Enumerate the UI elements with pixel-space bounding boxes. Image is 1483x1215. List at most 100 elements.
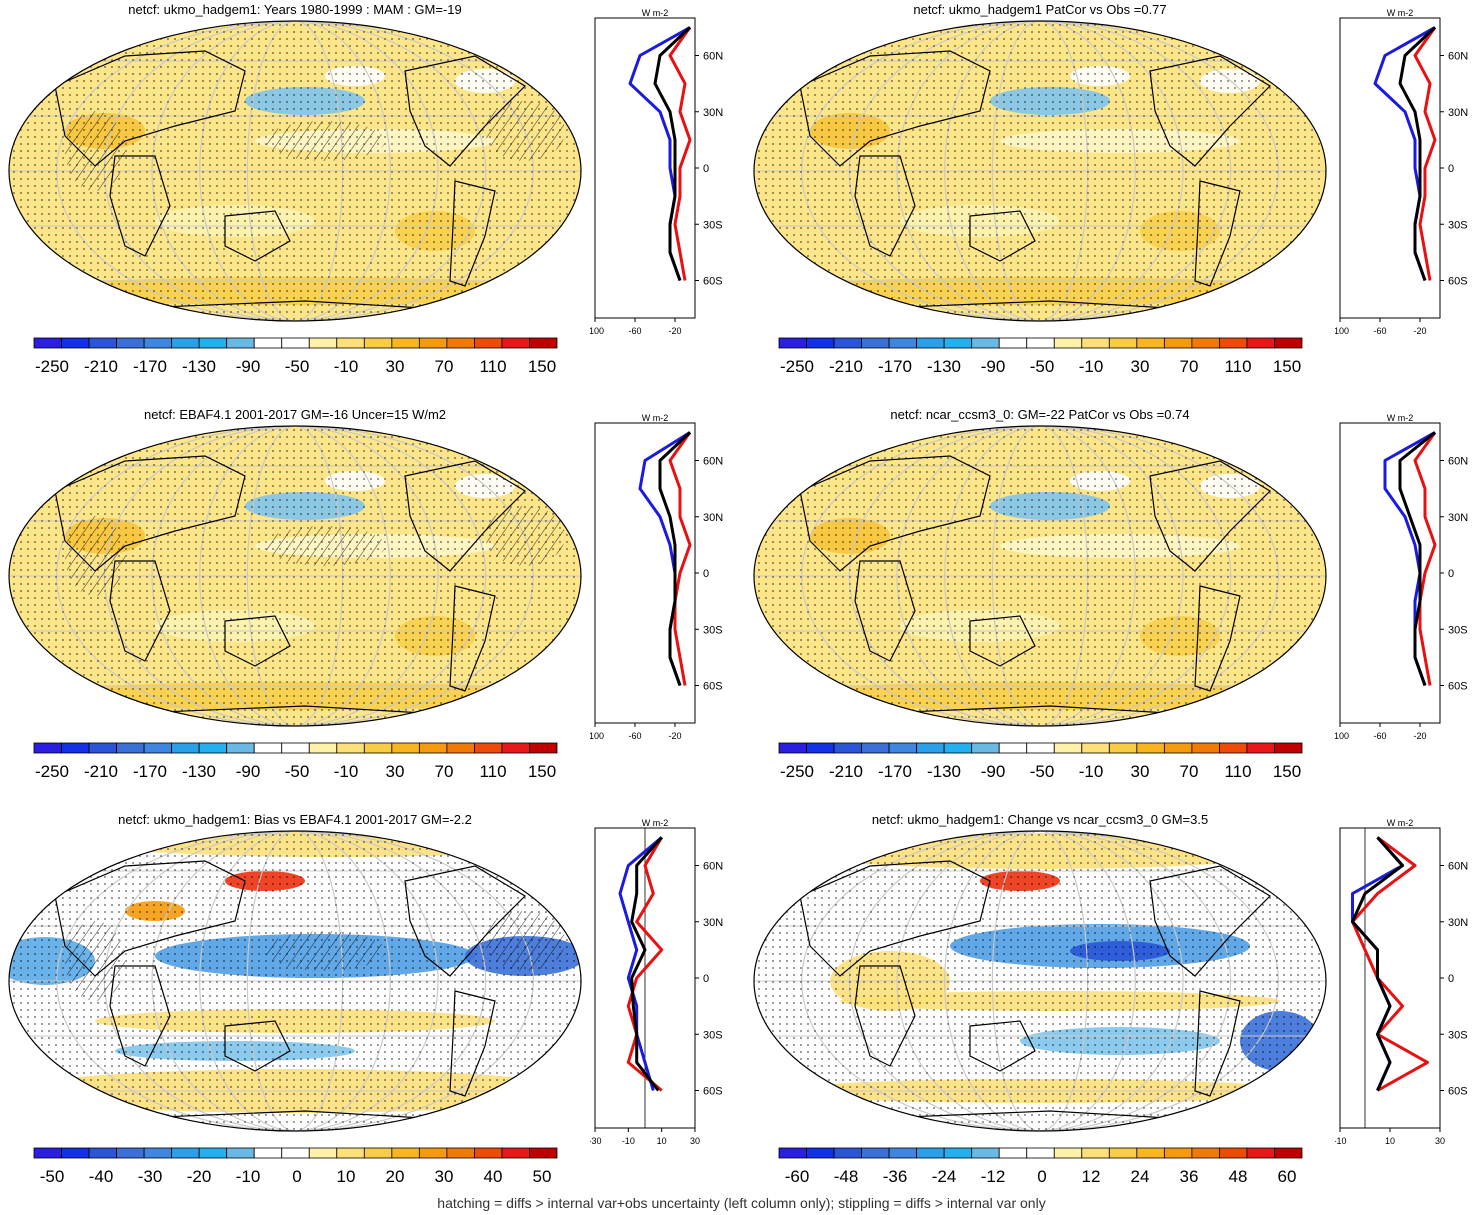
colorbar-swatch: [1246, 742, 1275, 754]
colorbar-swatch: [446, 1147, 475, 1159]
colorbar-label: -36: [882, 1167, 908, 1186]
colorbar-swatch: [116, 337, 145, 349]
zonal-lat-label: 30S: [1448, 624, 1468, 636]
colorbar-swatch: [391, 742, 420, 754]
colorbar-swatch: [1108, 337, 1138, 349]
colorbar-swatch: [1219, 337, 1248, 349]
panel-title: netcf: EBAF4.1 2001-2017 GM=-16 Uncer=15…: [143, 407, 447, 422]
world-map: [753, 830, 1327, 1132]
colorbar-label: -170: [877, 762, 913, 781]
colorbar-label: -250: [34, 357, 70, 376]
colorbar-swatch: [1081, 337, 1110, 349]
zonal-lat-label: 60S: [703, 276, 723, 288]
colorbar-swatch: [418, 337, 448, 349]
zonal-unit-label: W m-2: [1387, 8, 1414, 18]
colorbar-label: 30: [1130, 762, 1150, 781]
zonal-mean-chart: W m-2 -100 -60 -20 60N 30N 0 30S 60S: [1335, 8, 1468, 336]
colorbar-swatch: [778, 742, 807, 754]
panel-1: netcf: ukmo_hadgem1: Years 1980-1999 : M…: [0, 0, 740, 405]
colorbar-swatch: [474, 1147, 503, 1159]
map-border: [8, 830, 582, 1132]
colorbar-labels: -50 -40 -30 -20 -10 0 10 20 30 40 50: [12, 1167, 580, 1187]
colorbar-swatch: [281, 1147, 310, 1159]
colorbar-swatch: [1191, 337, 1220, 349]
colorbar-swatch: [474, 742, 503, 754]
zonal-xtick-label: -60: [1373, 731, 1386, 741]
colorbar-label: 150: [527, 762, 557, 781]
colorbar-swatch: [308, 337, 338, 349]
colorbar-label: 50: [532, 1167, 552, 1186]
zonal-lat-label: 0: [1448, 568, 1454, 580]
colorbar-swatch: [1081, 1147, 1110, 1159]
colorbar-swatch: [253, 1147, 283, 1159]
colorbar-swatch: [143, 742, 173, 754]
zonal-series-line: [1398, 431, 1436, 687]
colorbar-swatch: [916, 742, 945, 754]
zonal-series-line: [638, 431, 691, 687]
zonal-xtick-label: -100: [1335, 326, 1349, 336]
colorbar-label: -10: [333, 357, 359, 376]
colorbar-swatch: [1219, 742, 1248, 754]
colorbar-swatch: [916, 1147, 945, 1159]
zonal-lat-label: 60N: [703, 456, 723, 468]
colorbar-label: 70: [1179, 762, 1199, 781]
stippling: [754, 21, 1326, 321]
colorbar-swatch: [1136, 337, 1165, 349]
colorbar-label: -90: [235, 762, 261, 781]
colorbar-label: -60: [784, 1167, 810, 1186]
colorbar-swatch: [998, 1147, 1028, 1159]
colorbar-swatch: [33, 742, 62, 754]
zonal-xtick-label: 10: [1385, 1136, 1395, 1146]
colorbar-label: -48: [833, 1167, 859, 1186]
colorbar-swatch: [1274, 337, 1303, 349]
colorbar-label: 60: [1277, 1167, 1297, 1186]
colorbar-label: 110: [1224, 357, 1252, 376]
zonal-xtick-label: 30: [690, 1136, 700, 1146]
colorbar-label: -210: [828, 762, 864, 781]
colorbar-swatch: [308, 742, 338, 754]
colorbar: [778, 337, 1303, 349]
colorbar-swatch: [391, 1147, 420, 1159]
panel-title: netcf: ukmo_hadgem1 PatCor vs Obs =0.77: [913, 2, 1167, 17]
stippling: [754, 831, 1326, 1131]
panel-title: netcf: ukmo_hadgem1: Change vs ncar_ccsm…: [871, 812, 1209, 827]
colorbar-swatch: [1191, 742, 1220, 754]
colorbar-swatch: [363, 1147, 393, 1159]
colorbar-label: -130: [926, 357, 962, 376]
colorbar-swatch: [198, 337, 228, 349]
colorbar-swatch: [253, 742, 283, 754]
colorbar-swatch: [998, 337, 1028, 349]
colorbar-swatch: [998, 742, 1028, 754]
colorbar-label: 150: [1272, 762, 1302, 781]
colorbar-label: -170: [132, 357, 168, 376]
colorbar-swatch: [61, 337, 90, 349]
colorbar-swatch: [281, 742, 310, 754]
colorbar-label: 40: [483, 1167, 503, 1186]
colorbar-swatch: [88, 1147, 117, 1159]
colorbar-label: -50: [39, 1167, 65, 1186]
colorbar-swatch: [418, 742, 448, 754]
zonal-xtick-label: -20: [1413, 731, 1426, 741]
colorbar-label: -130: [926, 762, 962, 781]
world-map: [8, 830, 582, 1132]
zonal-lat-label: 0: [703, 973, 709, 985]
colorbar-label: 0: [1037, 1167, 1047, 1186]
zonal-xtick-label: -60: [1373, 326, 1386, 336]
colorbar-label: 30: [385, 357, 405, 376]
colorbar-swatch: [861, 742, 890, 754]
hatching: [65, 516, 125, 596]
colorbar: [778, 1147, 1303, 1159]
zonal-lat-label: 60N: [703, 861, 723, 873]
colorbar-label: -24: [931, 1167, 957, 1186]
colorbar-label: 12: [1081, 1167, 1101, 1186]
colorbar-label: -20: [186, 1167, 212, 1186]
colorbar-label: -10: [235, 1167, 261, 1186]
colorbar-swatch: [1136, 1147, 1165, 1159]
colorbar-label: -10: [1078, 762, 1104, 781]
zonal-lat-label: 60S: [1448, 681, 1468, 693]
colorbar-swatch: [943, 1147, 973, 1159]
colorbar-label: 150: [1272, 357, 1302, 376]
colorbar-swatch: [474, 337, 503, 349]
colorbar-swatch: [1219, 1147, 1248, 1159]
colorbar-label: -10: [1078, 357, 1104, 376]
